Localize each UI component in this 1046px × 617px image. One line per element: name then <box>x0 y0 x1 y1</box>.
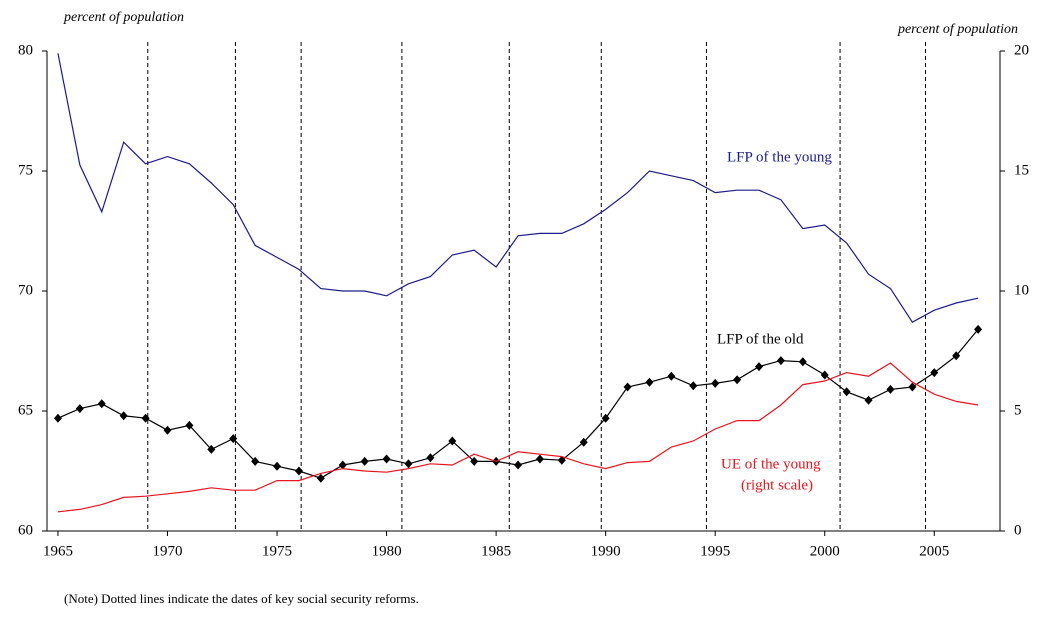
y-tick-label: 60 <box>18 522 33 538</box>
series-marker <box>930 368 939 378</box>
series-marker <box>733 375 742 385</box>
series-marker <box>75 404 84 414</box>
x-tick-label: 1985 <box>481 543 511 559</box>
x-tick-label: 1965 <box>43 543 73 559</box>
series-marker <box>185 420 194 430</box>
y2-tick-label: 0 <box>1014 522 1022 538</box>
annotation: (right scale) <box>741 477 813 493</box>
series-marker <box>229 434 238 444</box>
series-marker <box>667 371 676 381</box>
series-marker <box>97 399 106 409</box>
series-marker <box>163 425 172 435</box>
series-marker <box>711 378 720 388</box>
series-marker <box>886 384 895 394</box>
right-axis-label: percent of population <box>897 22 1018 37</box>
y2-tick-label: 10 <box>1014 282 1029 298</box>
series-marker <box>952 351 961 361</box>
series-marker <box>273 461 282 471</box>
series-marker <box>338 460 347 470</box>
series-marker <box>579 437 588 447</box>
series-line <box>57 53 979 323</box>
series-marker <box>426 453 435 463</box>
series-label: UE of the young <box>721 456 821 472</box>
series-marker <box>842 387 851 397</box>
series-marker <box>448 436 457 446</box>
y-tick-label: 65 <box>18 402 33 418</box>
left-axis-label: percent of population <box>63 10 184 25</box>
series-marker <box>689 381 698 391</box>
series-marker <box>974 324 983 334</box>
series-label: LFP of the old <box>717 331 804 347</box>
x-tick-label: 1980 <box>372 543 402 559</box>
series-marker <box>360 456 369 466</box>
x-tick-label: 1995 <box>700 543 730 559</box>
series-marker <box>53 413 62 423</box>
series-marker <box>382 454 391 464</box>
x-tick-label: 2005 <box>919 543 949 559</box>
series-marker <box>864 395 873 405</box>
series-marker <box>645 377 654 387</box>
series-line <box>57 362 979 513</box>
x-tick-label: 1970 <box>152 543 182 559</box>
series-marker <box>141 413 150 423</box>
series-marker <box>776 356 785 366</box>
series-marker <box>623 382 632 392</box>
series-marker <box>601 413 610 423</box>
series-marker <box>470 456 479 466</box>
series-marker <box>251 456 260 466</box>
series-marker <box>294 466 303 476</box>
series-marker <box>798 357 807 367</box>
y2-tick-label: 5 <box>1014 402 1022 418</box>
series-marker <box>557 455 566 465</box>
y-tick-label: 80 <box>18 42 33 58</box>
note: (Note) Dotted lines indicate the dates o… <box>64 591 419 606</box>
series-marker <box>207 444 216 454</box>
series-marker <box>316 473 325 483</box>
series-marker <box>755 362 764 372</box>
y2-tick-label: 15 <box>1014 162 1029 178</box>
series-marker <box>119 411 128 421</box>
series-marker <box>514 460 523 470</box>
series-marker <box>404 459 413 469</box>
x-tick-label: 2000 <box>810 543 840 559</box>
series-marker <box>908 382 917 392</box>
y-tick-label: 70 <box>18 282 33 298</box>
x-tick-label: 1990 <box>591 543 621 559</box>
x-tick-label: 1975 <box>262 543 292 559</box>
y2-tick-label: 20 <box>1014 42 1029 58</box>
y-tick-label: 75 <box>18 162 33 178</box>
series-label: LFP of the young <box>727 149 832 165</box>
series-marker <box>820 370 829 380</box>
series-marker <box>535 454 544 464</box>
